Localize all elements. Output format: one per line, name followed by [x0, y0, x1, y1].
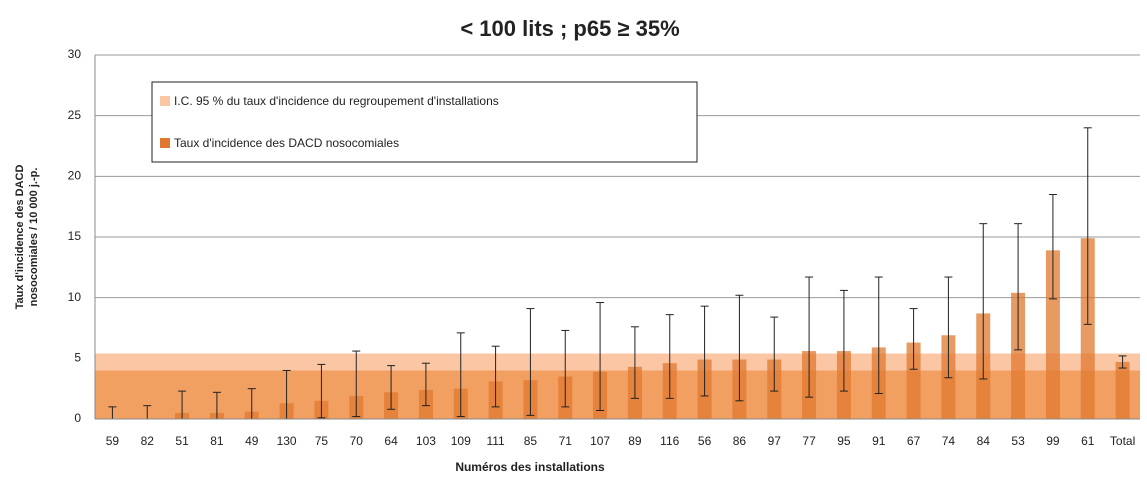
error-bar: [491, 345, 500, 408]
y-tick-label: 10: [68, 290, 82, 304]
band-below: [95, 370, 1140, 419]
error-bar: [526, 308, 535, 416]
x-tick-label: 85: [524, 434, 538, 448]
y-axis-label: Taux d'incidence des DACD: [14, 165, 26, 310]
error-bar: [805, 276, 814, 398]
bar: [1080, 238, 1095, 419]
error-bar: [770, 316, 779, 392]
error-bar: [1118, 355, 1127, 369]
legend-label: Taux d'incidence des DACD nosocomiales: [174, 136, 399, 150]
x-tick-label: 97: [768, 434, 782, 448]
x-tick-label: 107: [590, 434, 610, 448]
error-bar: [630, 326, 639, 399]
x-tick-label: 56: [698, 434, 712, 448]
y-tick-label: 25: [68, 108, 82, 122]
error-bar: [596, 302, 605, 412]
x-tick-label: 75: [315, 434, 329, 448]
error-bar: [456, 332, 465, 418]
x-tick-label: 82: [141, 434, 155, 448]
x-tick-label: 61: [1081, 434, 1095, 448]
error-bar: [700, 305, 709, 397]
error-bar: [944, 276, 953, 379]
legend-swatch: [160, 138, 170, 148]
error-bar: [317, 363, 326, 419]
x-tick-label: 130: [277, 434, 297, 448]
y-axis-label: nosocomiales / 10 000 j.-p.: [28, 168, 40, 307]
error-bar: [874, 276, 883, 395]
x-tick-label: 91: [872, 434, 886, 448]
x-tick-label: 95: [837, 434, 851, 448]
x-tick-label: 71: [559, 434, 573, 448]
error-bar: [979, 223, 988, 380]
x-tick-label: 70: [350, 434, 364, 448]
x-tick-label: 67: [907, 434, 921, 448]
x-tick-label: 51: [175, 434, 189, 448]
y-tick-label: 20: [68, 169, 82, 183]
x-tick-label: 116: [660, 434, 679, 448]
x-tick-label: 77: [802, 434, 816, 448]
error-bar: [1083, 127, 1092, 325]
x-tick-label: 86: [733, 434, 747, 448]
x-tick-label: 103: [416, 434, 436, 448]
error-bar: [352, 350, 361, 418]
x-tick-label: 81: [210, 434, 224, 448]
x-axis-label: Numéros des installations: [455, 460, 605, 474]
x-tick-label: 109: [451, 434, 471, 448]
y-tick-label: 30: [68, 47, 82, 61]
y-tick-label: 0: [74, 411, 81, 425]
bar: [906, 342, 921, 419]
error-bar: [909, 308, 918, 370]
x-tick-label: 49: [245, 434, 259, 448]
x-tick-label: 99: [1046, 434, 1060, 448]
x-tick-label: Total: [1110, 434, 1135, 448]
error-bar: [561, 329, 570, 408]
x-tick-label: 111: [486, 434, 505, 448]
error-bar: [387, 365, 396, 410]
x-tick-label: 74: [942, 434, 956, 448]
error-bar: [665, 314, 674, 399]
chart-title: < 100 lits ; p65 ≥ 35%: [460, 16, 679, 41]
error-bar: [839, 289, 848, 392]
x-tick-label: 84: [977, 434, 991, 448]
bar: [1045, 250, 1060, 419]
x-tick-label: 59: [106, 434, 120, 448]
x-tick-label: 53: [1011, 434, 1025, 448]
error-bar: [1014, 223, 1023, 351]
error-bar: [735, 294, 744, 402]
legend-swatch: [160, 96, 170, 106]
bar: [1011, 292, 1026, 419]
y-tick-label: 5: [74, 351, 81, 365]
legend-label: I.C. 95 % du taux d'incidence du regroup…: [174, 94, 499, 108]
y-tick-label: 15: [68, 229, 82, 243]
x-tick-label: 64: [384, 434, 398, 448]
x-tick-label: 89: [628, 434, 642, 448]
bar: [1115, 361, 1130, 419]
error-bar: [421, 362, 430, 407]
error-bar: [1048, 194, 1057, 300]
legend-box: [151, 81, 698, 163]
